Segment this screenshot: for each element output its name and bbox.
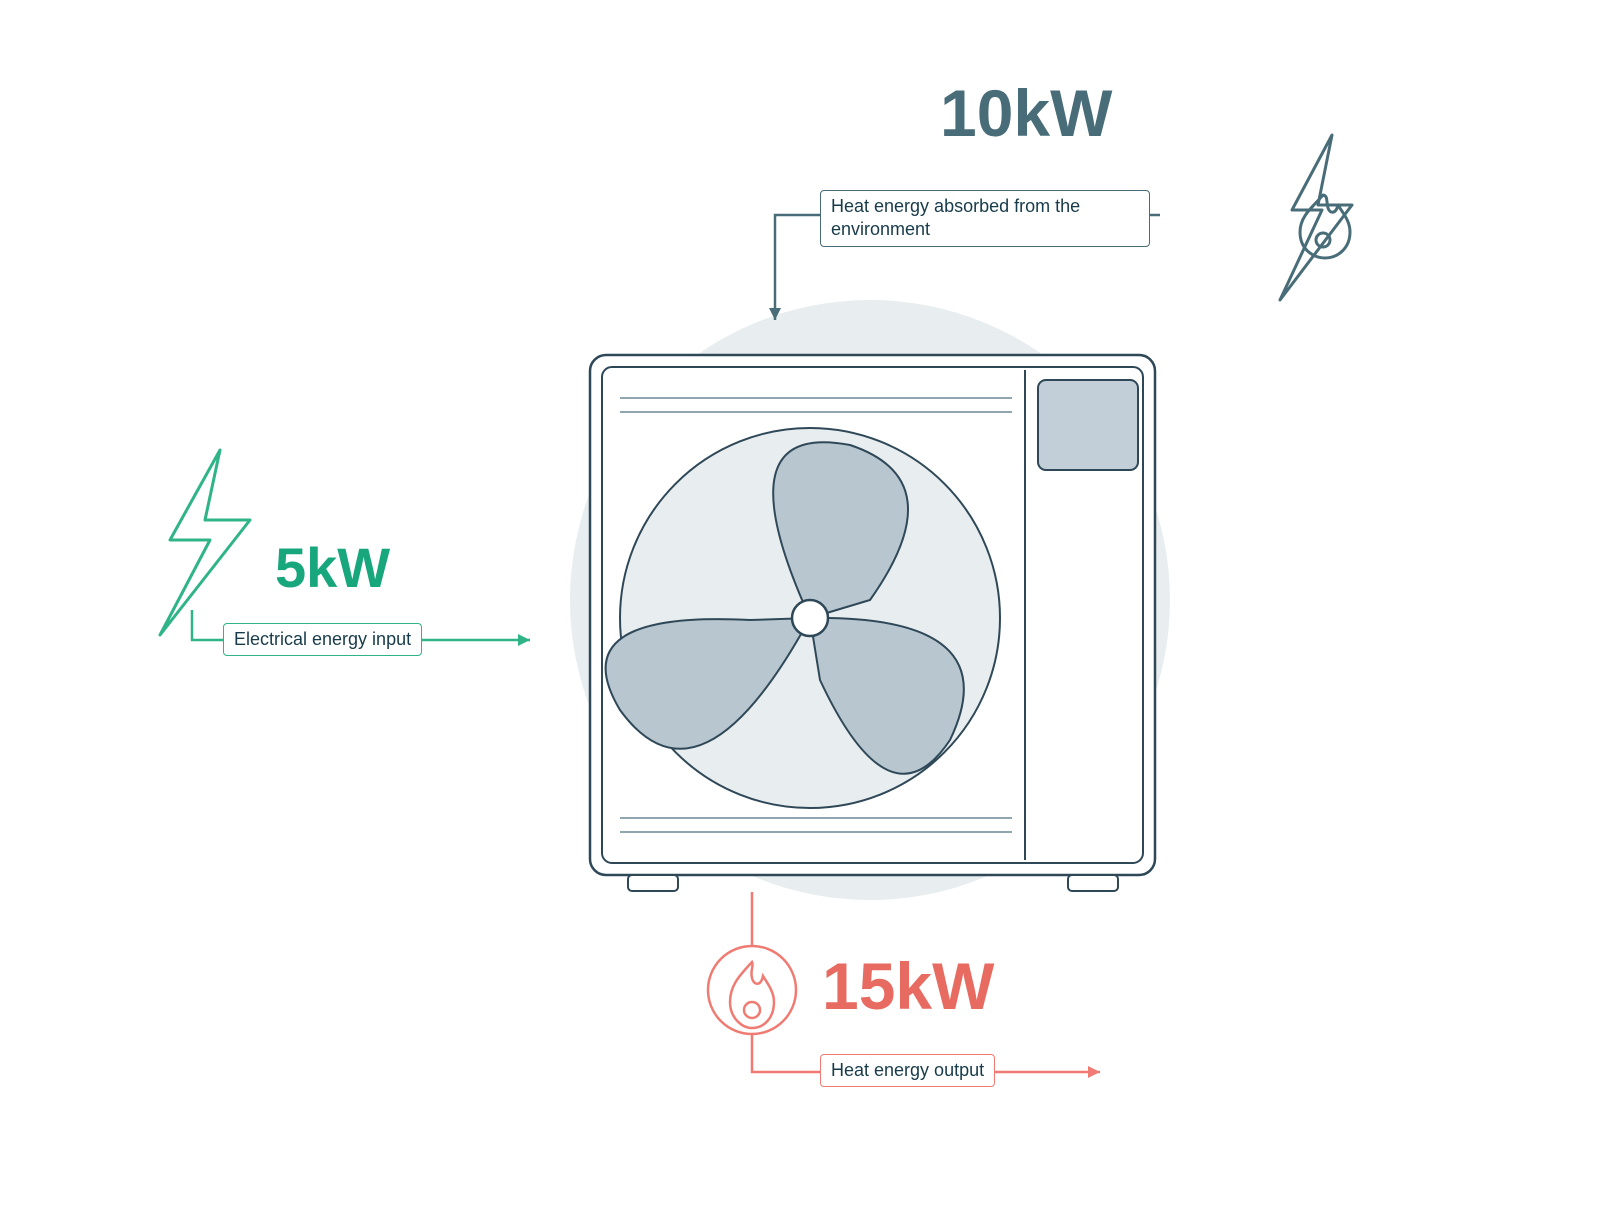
ambient-value: 10kW [940, 75, 1112, 151]
output-value: 15kW [822, 948, 994, 1024]
svg-root [0, 0, 1600, 1200]
electrical-value: 5kW [275, 535, 390, 600]
electrical-label: Electrical energy input [223, 623, 422, 656]
flame-bolt-icon [1280, 135, 1352, 300]
flame-output-icon [708, 946, 796, 1034]
diagram-canvas: 5kW Electrical energy input 10kW Heat en… [0, 0, 1600, 1200]
bolt-icon [160, 450, 250, 635]
ambient-label: Heat energy absorbed from the environmen… [820, 190, 1150, 247]
output-label: Heat energy output [820, 1054, 995, 1087]
heat-pump-unit [590, 355, 1155, 891]
